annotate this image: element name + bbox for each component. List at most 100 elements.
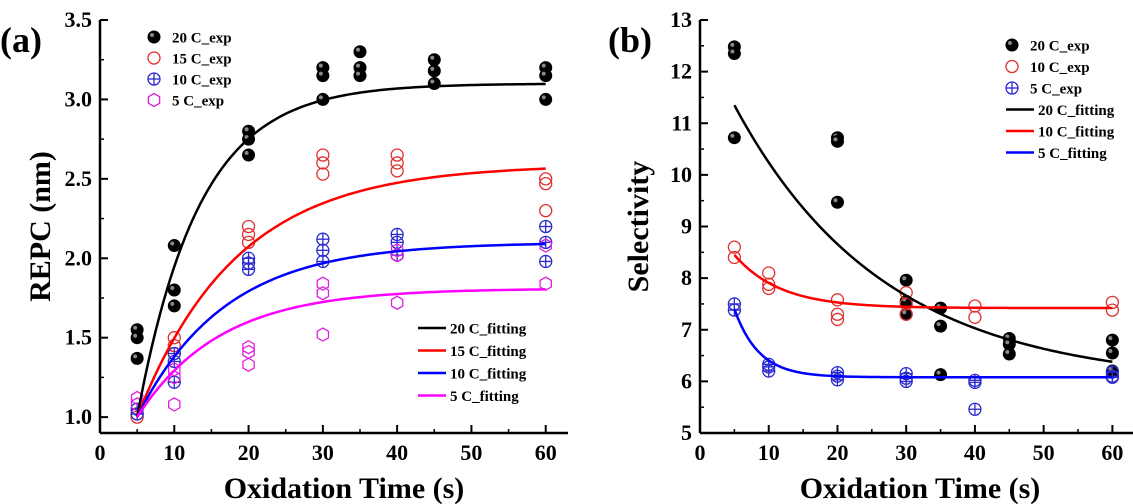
fit-line-20-c-fitting (135, 82, 546, 418)
legend-entry: 10 C_exp (1005, 59, 1090, 76)
fit-line-10-c-fitting (733, 254, 1113, 310)
legend-label: 10 C_exp (172, 73, 232, 89)
data-point (830, 312, 845, 327)
legend-label: 20 C_fitting (450, 322, 527, 338)
data-point (353, 45, 367, 59)
y-tick-label: 9 (681, 214, 692, 239)
fit-line-15-c-fitting (135, 167, 546, 418)
data-point (934, 368, 948, 382)
legend-marker-swatch (1005, 81, 1019, 95)
data-point (316, 156, 330, 170)
fit-line-5-c-fitting (733, 308, 1113, 379)
legend-entry: 5 C_fitting (1006, 146, 1107, 162)
legend-marker-swatch (1005, 38, 1019, 52)
legend-marker-swatch (1005, 59, 1019, 74)
data-point (1105, 303, 1120, 317)
data-point (316, 243, 330, 257)
y-tick-label: 2.0 (65, 245, 93, 270)
y-tick-label: 6 (681, 368, 692, 393)
legend-entry: 5 C_exp (1005, 81, 1082, 98)
panel-label: (a) (0, 20, 42, 60)
data-point (968, 402, 982, 416)
data-point (390, 148, 404, 162)
x-axis-title: Oxidation Time (s) (800, 472, 1041, 504)
data-point (130, 351, 144, 365)
data-point (762, 364, 776, 378)
data-point (1105, 333, 1119, 347)
legend-label: 20 C_exp (1030, 39, 1090, 55)
x-tick-label: 10 (163, 440, 185, 465)
data-point (427, 64, 441, 78)
data-point (830, 195, 844, 209)
data-point (168, 397, 181, 412)
data-point (539, 235, 553, 250)
data-point (242, 339, 255, 355)
data-point (316, 276, 330, 291)
legend-label: 10 C_fitting (450, 367, 527, 383)
data-point (427, 53, 441, 67)
legend-label: 10 C_exp (1030, 60, 1090, 76)
data-point (968, 299, 982, 313)
data-point (899, 273, 913, 287)
legend-label: 5 C_exp (1030, 82, 1082, 98)
data-point (899, 297, 913, 311)
legend-entry: 10 C_fitting (418, 367, 527, 383)
data-point (968, 310, 982, 325)
data-point (130, 331, 144, 345)
data-point (353, 69, 367, 83)
y-tick-label: 7 (681, 317, 692, 342)
x-tick-label: 30 (312, 440, 334, 465)
series-10-c-exp (727, 240, 1120, 327)
y-tick-label: 10 (670, 162, 692, 187)
legend-label: 5 C_fitting (450, 389, 519, 405)
x-tick-label: 40 (964, 440, 986, 465)
data-point (539, 219, 553, 234)
legend-entry: 5 C_fitting (418, 389, 519, 405)
panel-b: (b) 0 10 20 30 40 50 60 5 6 7 8 9 10 11 12 13 Oxidation T… (608, 7, 1133, 504)
y-axis-title: Selectivity (622, 161, 655, 293)
x-tick-label: 10 (758, 440, 780, 465)
x-tick-label: 0 (695, 440, 706, 465)
data-point (830, 134, 844, 148)
fit-line-20-c-fitting (733, 104, 1113, 363)
x-tick-label: 50 (460, 440, 482, 465)
legend-label: 15 C_fitting (450, 344, 527, 360)
data-point (241, 219, 256, 234)
data-point (899, 307, 913, 321)
data-point (1002, 347, 1016, 361)
legend-marker-swatch (147, 30, 161, 44)
data-point (539, 92, 553, 106)
data-point (316, 167, 330, 181)
data-point (316, 327, 330, 342)
data-point (1105, 346, 1119, 360)
data-point (727, 250, 742, 265)
legend-label: 20 C_fitting (1038, 103, 1115, 119)
y-axis-title: REPC (nm) (24, 151, 57, 302)
legend-marker-swatch (147, 92, 161, 108)
plot-area (727, 40, 1120, 416)
legend-entry: 20 C_exp (147, 30, 232, 47)
y-tick-label: 11 (671, 110, 692, 135)
data-point (316, 69, 330, 83)
y-tick-label: 2.5 (65, 166, 93, 191)
y-tick-label: 12 (670, 59, 692, 84)
panel-a: (a) 0 10 20 30 40 50 60 1.0 1.5 2.0 2.5 3.0 3.5 Oxidat… (0, 7, 568, 504)
y-tick-label: 3.0 (65, 86, 93, 111)
y-tick-label: 1.0 (65, 404, 93, 429)
legend-entry: 15 C_fitting (418, 344, 527, 360)
data-point (830, 293, 845, 307)
x-tick-label: 50 (1033, 440, 1055, 465)
data-point (241, 227, 256, 242)
data-point (390, 243, 404, 258)
data-point (167, 299, 181, 313)
data-point (390, 295, 404, 311)
data-point (934, 319, 948, 333)
series-5-c-exp (727, 297, 1120, 416)
legend-entry: 10 C_exp (147, 72, 232, 89)
data-point (130, 390, 144, 406)
y-tick-label: 5 (681, 420, 692, 445)
data-point (316, 285, 330, 301)
legend-marker-swatch (147, 51, 161, 65)
data-point (390, 156, 404, 170)
y-tick-label: 8 (681, 265, 692, 290)
